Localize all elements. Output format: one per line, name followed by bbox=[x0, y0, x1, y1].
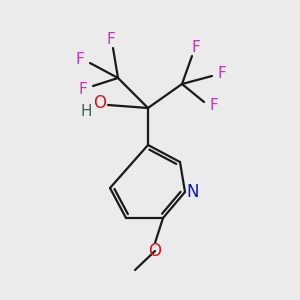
Text: F: F bbox=[79, 82, 87, 97]
Text: O: O bbox=[148, 242, 161, 260]
Text: F: F bbox=[218, 67, 226, 82]
Text: F: F bbox=[106, 32, 116, 46]
Text: O: O bbox=[94, 94, 106, 112]
Text: H: H bbox=[80, 104, 92, 119]
Text: F: F bbox=[192, 40, 200, 55]
Text: F: F bbox=[210, 98, 218, 112]
Text: F: F bbox=[76, 52, 84, 68]
Text: N: N bbox=[187, 183, 199, 201]
